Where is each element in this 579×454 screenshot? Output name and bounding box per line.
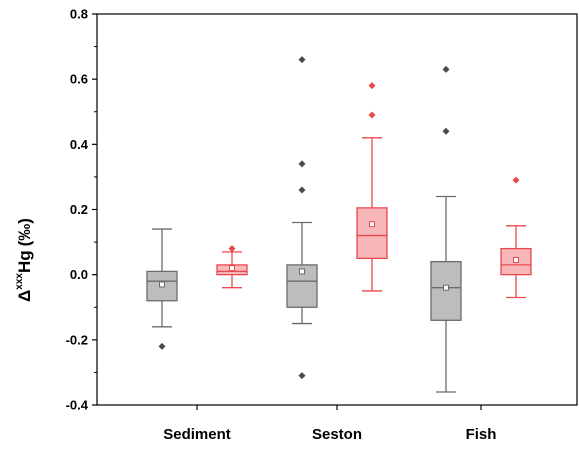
box-series [216, 82, 532, 299]
iqr-box [356, 207, 388, 260]
y-tick-label: 0.0 [70, 267, 88, 282]
outlier-point [512, 176, 520, 184]
y-axis: -0.4 -0.2 0.0 0.2 0.4 0.6 0.8 [66, 7, 97, 413]
plot-frame [96, 13, 578, 406]
y-axis-title-unit: (‰) [15, 218, 34, 246]
mean-marker [159, 281, 165, 288]
mean-marker [513, 257, 519, 264]
outlier-point [368, 111, 376, 119]
box-series [146, 56, 462, 393]
x-tick-label: Seston [312, 426, 362, 443]
box-series-group [146, 56, 532, 393]
x-axis: Sediment Seston Fish [163, 405, 496, 443]
outlier-point [442, 127, 450, 135]
y-tick-label: 0.4 [70, 137, 89, 152]
outlier-point [298, 56, 306, 64]
mean-marker [299, 268, 305, 275]
outlier-point [228, 245, 236, 253]
y-axis-title-symbol: Δ [15, 290, 34, 302]
outlier-point [442, 65, 450, 73]
x-tick-label: Fish [466, 426, 497, 443]
y-axis-title-superscript: xxx [14, 273, 25, 290]
outlier-point [298, 160, 306, 168]
y-tick-label: -0.2 [66, 332, 88, 347]
outlier-point [298, 372, 306, 380]
y-axis-title-base: Hg [15, 250, 34, 273]
iqr-box [430, 260, 462, 321]
y-tick-label: 0.8 [70, 7, 88, 22]
y-axis-title: ΔxxxHg (‰) [14, 218, 34, 302]
outlier-point [298, 186, 306, 194]
y-tick-label: -0.4 [66, 398, 89, 413]
mean-marker [443, 284, 449, 291]
outlier-point [158, 342, 166, 350]
outlier-point [368, 82, 376, 90]
x-tick-label: Sediment [163, 426, 231, 443]
y-tick-label: 0.2 [70, 202, 88, 217]
y-tick-label: 0.6 [70, 72, 88, 87]
mean-marker [369, 221, 375, 228]
plot-area [96, 13, 578, 406]
mean-marker [229, 265, 235, 272]
